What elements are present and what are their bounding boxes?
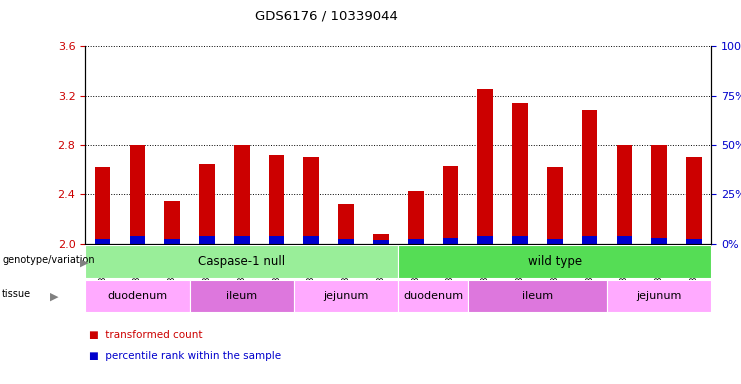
Bar: [199, 164, 215, 244]
Bar: [442, 166, 458, 244]
Bar: [85, 245, 399, 278]
Bar: [512, 103, 528, 244]
Bar: [130, 145, 145, 244]
Text: tissue: tissue: [2, 289, 31, 299]
Bar: [617, 145, 632, 244]
Bar: [477, 89, 493, 244]
Bar: [399, 280, 468, 312]
Text: duodenum: duodenum: [107, 291, 167, 301]
Bar: [607, 280, 711, 312]
Bar: [269, 155, 285, 244]
Bar: [199, 237, 215, 244]
Bar: [651, 145, 667, 244]
Text: ▶: ▶: [80, 257, 88, 267]
Bar: [408, 239, 424, 244]
Text: ■  percentile rank within the sample: ■ percentile rank within the sample: [89, 351, 281, 361]
Bar: [582, 237, 597, 244]
Bar: [408, 191, 424, 244]
Bar: [234, 145, 250, 244]
Bar: [304, 157, 319, 244]
Bar: [582, 110, 597, 244]
Text: ileum: ileum: [522, 291, 553, 301]
Bar: [339, 239, 354, 244]
Text: ▶: ▶: [50, 291, 59, 301]
Bar: [547, 167, 562, 244]
Text: Caspase-1 null: Caspase-1 null: [198, 255, 285, 268]
Text: genotype/variation: genotype/variation: [2, 255, 95, 265]
Bar: [686, 157, 702, 244]
Bar: [399, 245, 711, 278]
Bar: [468, 280, 607, 312]
Text: duodenum: duodenum: [403, 291, 463, 301]
Bar: [512, 237, 528, 244]
Bar: [269, 237, 285, 244]
Bar: [190, 280, 294, 312]
Bar: [95, 167, 110, 244]
Bar: [373, 234, 389, 244]
Bar: [294, 280, 398, 312]
Text: wild type: wild type: [528, 255, 582, 268]
Bar: [304, 237, 319, 244]
Text: ■  transformed count: ■ transformed count: [89, 330, 202, 340]
Bar: [339, 204, 354, 244]
Bar: [651, 238, 667, 244]
Text: jejunum: jejunum: [637, 291, 682, 301]
Text: GDS6176 / 10339044: GDS6176 / 10339044: [255, 10, 397, 23]
Bar: [234, 237, 250, 244]
Bar: [373, 240, 389, 244]
Bar: [85, 280, 190, 312]
Bar: [547, 239, 562, 244]
Bar: [686, 239, 702, 244]
Text: ileum: ileum: [226, 291, 257, 301]
Bar: [130, 237, 145, 244]
Bar: [165, 239, 180, 244]
Bar: [165, 200, 180, 244]
Text: jejunum: jejunum: [323, 291, 369, 301]
Bar: [95, 239, 110, 244]
Bar: [442, 238, 458, 244]
Bar: [617, 237, 632, 244]
Bar: [477, 237, 493, 244]
